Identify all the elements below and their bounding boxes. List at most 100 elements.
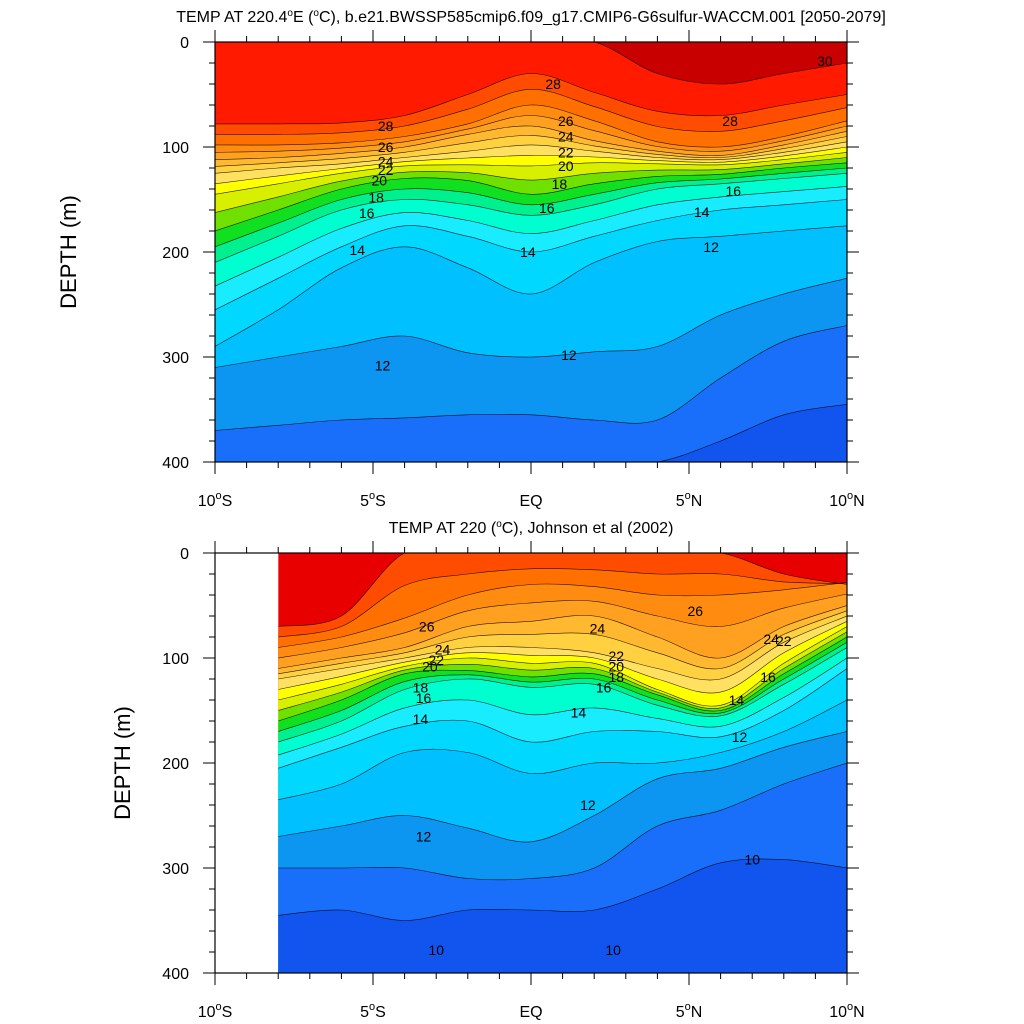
contour-label-text: 18: [609, 669, 625, 685]
isotherm-line: [215, 404, 847, 462]
contour-label-text: 20: [558, 158, 574, 174]
contour-label-text: 12: [375, 357, 391, 373]
contour-label-text: 14: [571, 705, 587, 721]
isotherm-line: [215, 125, 847, 160]
x-tick-label: 5oS: [360, 1001, 386, 1021]
contour-label: 18: [368, 189, 384, 205]
contour-label-text: 28: [545, 76, 561, 92]
contour-label: 14: [571, 705, 587, 721]
y-tick-label: 200: [162, 245, 189, 262]
contour-label: 22: [609, 648, 625, 664]
contour-label: 26: [558, 113, 574, 129]
x-axis: 10oS 5oS EQ 5oN 10oN: [198, 541, 865, 1021]
x-axis: 10oS 5oS EQ 5oN 10oN: [198, 30, 865, 510]
isotherm-line: [278, 568, 847, 638]
contour-label: 16: [596, 679, 612, 695]
y-axis-label: DEPTH (m): [56, 195, 81, 309]
isotherm-line: [278, 621, 847, 694]
contour-label: 14: [349, 242, 365, 258]
contour-label: 24: [590, 621, 606, 637]
contour-label: 10: [428, 942, 444, 958]
contour-label-text: 20: [372, 173, 388, 189]
contour-label: 22: [428, 652, 444, 668]
contour-label: 28: [722, 113, 738, 129]
contour-label: 18: [552, 176, 568, 192]
contour-label: 20: [609, 658, 625, 674]
chart-title: TEMP AT 220 (oC), Johnson et al (2002): [389, 519, 674, 537]
isotherm-line: [215, 152, 847, 195]
contour-label: 18: [609, 669, 625, 685]
contour-label-text: 28: [378, 118, 394, 134]
isotherm-line: [278, 582, 847, 648]
x-tick-label: 5oN: [676, 490, 703, 510]
contour-label-text: 22: [378, 162, 394, 178]
contour-label-text: 16: [539, 200, 555, 216]
contour-label: 12: [580, 797, 596, 813]
contour-label-text: 26: [419, 619, 435, 635]
contour-label-text: 10: [605, 942, 621, 958]
isotherm-line: [215, 278, 847, 368]
contour-label-text: 14: [520, 244, 536, 260]
contour-label: 22: [776, 633, 792, 649]
isotherm-line: [278, 858, 847, 921]
contour-label-text: 14: [349, 242, 365, 258]
contour-label-text: 20: [609, 658, 625, 674]
isotherm-line: [278, 668, 847, 769]
y-tick-label: 400: [162, 455, 189, 472]
contour-label: 24: [435, 642, 451, 658]
contour-label: 16: [416, 690, 432, 706]
contour-label-text: 24: [558, 129, 574, 145]
contour-label: 12: [732, 729, 748, 745]
contour-label-text: 10: [428, 942, 444, 958]
contour-label-text: 24: [590, 621, 606, 637]
x-tick-label: 10oS: [198, 490, 233, 510]
isotherm-line: [278, 626, 847, 707]
contour-label-text: 26: [688, 603, 704, 619]
contour-label-text: 12: [732, 729, 748, 745]
temperature-band: [215, 404, 847, 462]
isotherm-line: [215, 115, 847, 153]
contour-label-text: 28: [722, 113, 738, 129]
contour-label-text: 14: [729, 692, 745, 708]
isotherm-line: [278, 762, 847, 881]
isotherm-line: [215, 146, 847, 185]
contour-label: 20: [558, 158, 574, 174]
contour-label-text: 18: [552, 176, 568, 192]
isotherm-line: [215, 157, 847, 213]
y-axis: 0 100 200 300 400: [162, 35, 859, 472]
isotherm-line: [215, 88, 847, 135]
contour-label: 12: [703, 239, 719, 255]
y-tick-label: 200: [162, 756, 189, 773]
contour-label: 10: [605, 942, 621, 958]
contour-label-text: 12: [703, 239, 719, 255]
isotherm-line: [278, 731, 847, 843]
contour-label: 26: [688, 603, 704, 619]
contour-label-text: 22: [558, 144, 574, 160]
y-axis-label: DEPTH (m): [110, 706, 135, 820]
y-tick-label: 300: [162, 861, 189, 878]
contour-label: 22: [378, 162, 394, 178]
isotherm-line: [278, 699, 847, 801]
contour-label-text: 16: [760, 669, 776, 685]
isotherm-line: [215, 104, 847, 148]
isotherm-line: [215, 167, 847, 248]
contour-label-text: 20: [422, 658, 438, 674]
isotherm-line: [278, 642, 847, 732]
isotherm-line: [215, 199, 847, 311]
contour-label: 24: [558, 129, 574, 145]
contour-label: 14: [694, 204, 710, 220]
contour-label-text: 14: [694, 204, 710, 220]
contour-label: 12: [416, 829, 432, 845]
contour-label-text: 12: [561, 347, 577, 363]
contour-label: 12: [375, 357, 391, 373]
contour-label: 26: [419, 619, 435, 635]
contour-label: 28: [378, 118, 394, 134]
temperature-band: [278, 858, 847, 973]
contour-label-text: 26: [378, 139, 394, 155]
contour-label-text: 16: [725, 183, 741, 199]
isotherm-line: [215, 73, 847, 125]
isotherm-line: [278, 593, 847, 659]
isotherm-line: [278, 647, 847, 743]
